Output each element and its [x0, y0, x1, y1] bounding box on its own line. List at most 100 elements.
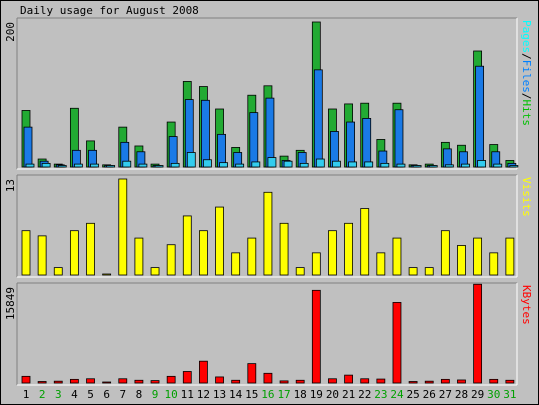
day-label-14: 14 [229, 388, 243, 401]
kbytes-bar-kbytes-18 [295, 379, 305, 384]
hits-bar-pages-5 [90, 163, 99, 168]
visits-bar-visits-7 [118, 178, 128, 276]
day-label-15: 15 [245, 388, 258, 401]
hits-bar-files-16 [265, 97, 275, 168]
kbytes-bar-kbytes-10 [166, 375, 176, 384]
hits-bar-pages-9 [154, 165, 164, 168]
hits-legend-item-2: Files [520, 60, 533, 93]
hits-bar-pages-31 [509, 165, 519, 168]
day-label-27: 27 [439, 388, 452, 401]
hits-bar-files-22 [362, 118, 372, 168]
hits-bar-pages-27 [444, 164, 454, 168]
visits-bar-visits-20 [328, 230, 337, 276]
kbytes-bar-kbytes-1 [21, 375, 31, 384]
day-label-7: 7 [119, 388, 126, 401]
kbytes-scale-label: 15849 [4, 287, 17, 320]
visits-bar-visits-31 [505, 237, 515, 276]
hits-scale-label: 200 [4, 22, 17, 42]
kbytes-bar-kbytes-21 [344, 374, 353, 384]
visits-bar-visits-13 [215, 206, 224, 276]
kbytes-bar-kbytes-25 [408, 381, 418, 384]
visits-bar-visits-30 [489, 252, 499, 276]
hits-bar-pages-11 [186, 152, 196, 168]
hits-bar-pages-14 [235, 163, 245, 168]
visits-bar-visits-19 [311, 252, 321, 276]
hits-bar-pages-10 [170, 162, 180, 168]
hits-bar-pages-8 [138, 163, 148, 168]
panel-kbytes [17, 283, 517, 385]
day-label-8: 8 [136, 388, 143, 401]
visits-bar-visits-24 [392, 237, 402, 276]
hits-legend-item-4: Hits [520, 100, 533, 127]
visits-scale-label: 13 [4, 179, 17, 192]
day-label-10: 10 [165, 388, 178, 401]
kbytes-legend: KBytes [520, 285, 533, 325]
kbytes-legend-item-0: KBytes [520, 285, 533, 325]
day-label-4: 4 [71, 388, 78, 401]
day-label-12: 12 [197, 388, 210, 401]
kbytes-bar-kbytes-6 [102, 381, 112, 384]
visits-bar-visits-3 [53, 267, 63, 276]
kbytes-bar-kbytes-27 [440, 378, 450, 384]
day-label-29: 29 [471, 388, 484, 401]
day-label-9: 9 [152, 388, 159, 401]
day-label-17: 17 [277, 388, 290, 401]
visits-bar-visits-26 [424, 267, 434, 276]
visits-bar-visits-6 [102, 273, 112, 276]
hits-bar-pages-7 [122, 160, 132, 168]
visits-bar-visits-23 [376, 252, 386, 276]
day-label-30: 30 [487, 388, 500, 401]
kbytes-bar-kbytes-9 [150, 380, 160, 384]
kbytes-bar-kbytes-15 [247, 363, 257, 384]
hits-bar-files-13 [217, 133, 226, 168]
hits-bar-pages-20 [332, 160, 341, 168]
kbytes-bar-kbytes-20 [328, 378, 337, 384]
kbytes-bar-kbytes-19 [311, 289, 321, 384]
hits-bar-files-19 [313, 69, 323, 168]
hits-legend-item-1: / [520, 53, 533, 60]
hits-bar-files-29 [475, 65, 485, 168]
visits-bar-visits-12 [199, 230, 208, 276]
visits-bar-visits-28 [457, 245, 466, 276]
kbytes-bar-kbytes-11 [182, 371, 192, 384]
kbytes-bar-kbytes-7 [118, 378, 128, 384]
hits-bar-pages-28 [461, 163, 470, 168]
visits-legend-item-0: Visits [520, 177, 533, 217]
hits-bar-pages-6 [106, 165, 116, 168]
day-label-19: 19 [310, 388, 323, 401]
hits-bar-pages-24 [396, 163, 406, 168]
hits-bar-pages-21 [348, 161, 357, 168]
visits-bar-visits-29 [473, 237, 483, 276]
day-label-3: 3 [55, 388, 62, 401]
chart-title: Daily usage for August 2008 [20, 4, 199, 17]
day-label-20: 20 [326, 388, 339, 401]
day-label-21: 21 [342, 388, 355, 401]
kbytes-bar-kbytes-26 [424, 380, 434, 384]
day-label-26: 26 [423, 388, 436, 401]
hits-bar-files-21 [346, 121, 355, 168]
hits-bar-pages-16 [267, 157, 277, 168]
visits-bar-visits-8 [134, 237, 144, 276]
visits-bar-visits-14 [231, 252, 241, 276]
hits-bar-files-27 [442, 148, 452, 168]
hits-legend-item-3: / [520, 93, 533, 100]
kbytes-bar-kbytes-30 [489, 378, 499, 384]
visits-bar-visits-15 [247, 237, 257, 276]
kbytes-bar-kbytes-3 [53, 380, 63, 384]
day-label-6: 6 [103, 388, 110, 401]
hits-bar-pages-2 [41, 162, 51, 168]
kbytes-bar-kbytes-14 [231, 379, 241, 384]
hits-legend: Pages/Files/Hits [520, 20, 533, 126]
hits-bar-pages-19 [315, 158, 325, 168]
kbytes-bar-kbytes-17 [279, 380, 289, 384]
hits-bar-files-10 [168, 136, 178, 168]
visits-bar-visits-18 [295, 267, 305, 276]
visits-bar-visits-9 [150, 267, 160, 276]
hits-bar-pages-17 [283, 160, 293, 168]
hits-bar-pages-30 [493, 163, 503, 168]
day-label-16: 16 [261, 388, 274, 401]
visits-bar-visits-2 [37, 235, 47, 276]
visits-bar-visits-22 [360, 208, 370, 276]
hits-bar-pages-26 [428, 165, 438, 168]
